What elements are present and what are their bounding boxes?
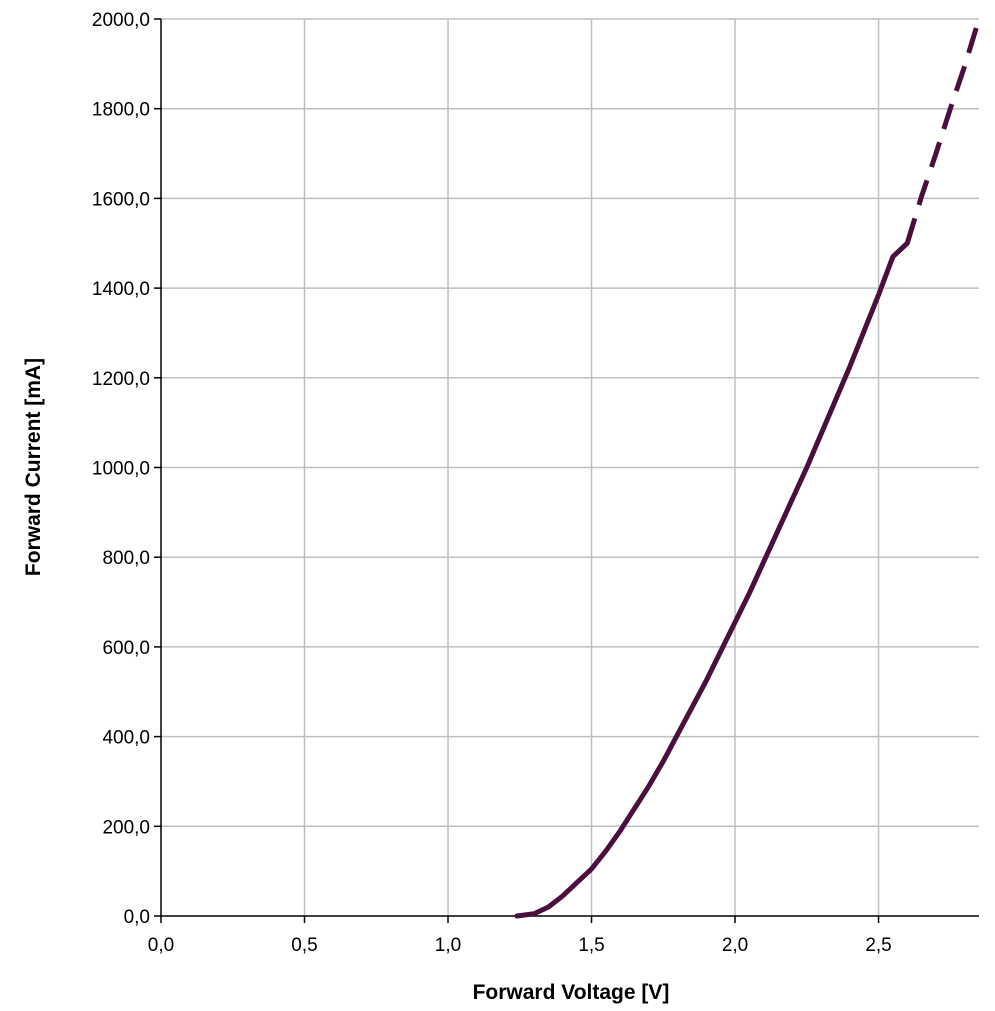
y-tick-label: 1400,0 [92, 279, 150, 300]
y-tick-label: 200,0 [102, 817, 150, 838]
tick-labels: 0,0 200,0 400,0 600,0 800,0 1000,0 1200,0 1400,… [92, 10, 892, 956]
measured-series-line [514, 240, 910, 919]
x-axis-title: Forward Voltage [V] [473, 981, 670, 1004]
y-tick-label: 1000,0 [92, 459, 150, 480]
x-tick-label: 0,0 [148, 935, 174, 956]
axes [154, 18, 979, 923]
extrapolated-series-line [904, 18, 982, 244]
x-tick-label: 1,5 [578, 935, 604, 956]
x-tick-label: 2,0 [722, 935, 748, 956]
y-tick-label: 600,0 [102, 638, 150, 659]
grid-lines [161, 18, 979, 916]
y-tick-label: 0,0 [124, 907, 150, 928]
y-tick-label: 1600,0 [92, 189, 150, 210]
x-tick-label: 1,0 [435, 935, 461, 956]
y-axis-title: Forward Current [mA] [22, 358, 45, 576]
x-tick-label: 2,5 [865, 935, 891, 956]
y-tick-label: 1200,0 [92, 369, 150, 390]
y-tick-label: 400,0 [102, 728, 150, 749]
x-tick-label: 0,5 [291, 935, 317, 956]
y-tick-label: 2000,0 [92, 10, 150, 31]
series [514, 18, 982, 919]
y-tick-label: 1800,0 [92, 100, 150, 121]
y-tick-label: 800,0 [102, 548, 150, 569]
